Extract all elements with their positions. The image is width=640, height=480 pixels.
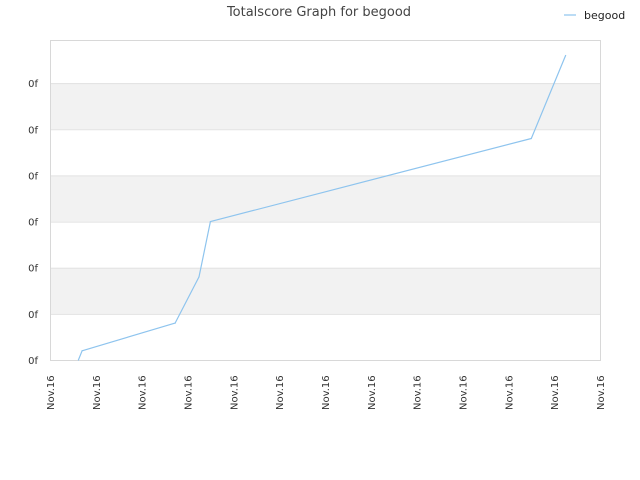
data-point bbox=[174, 322, 176, 324]
x-tick-label: Nov.16 bbox=[138, 375, 149, 410]
x-tick-label: Nov.16 bbox=[413, 375, 424, 410]
y-tick-label: 0f bbox=[28, 264, 38, 275]
plot-band bbox=[50, 83, 600, 130]
x-tick-label: Nov.16 bbox=[275, 375, 286, 410]
data-point bbox=[565, 54, 567, 57]
data-point bbox=[198, 276, 200, 278]
y-tick-label: 0f bbox=[28, 171, 38, 182]
x-tick-label: Nov.16 bbox=[321, 375, 332, 410]
y-tick-label: 0f bbox=[28, 79, 38, 90]
plot-border bbox=[50, 40, 601, 361]
x-tick-label: Nov.16 bbox=[367, 375, 378, 410]
legend-label: begood bbox=[584, 9, 625, 22]
x-tick-label: Nov.16 bbox=[92, 375, 103, 410]
y-axis-ticks: 0f 0f 0f 0f 0f 0f 0f bbox=[28, 79, 38, 367]
y-tick-label: 0f bbox=[28, 310, 38, 321]
legend: begood bbox=[564, 9, 625, 22]
chart-title: Totalscore Graph for begood bbox=[226, 5, 411, 20]
y-tick-label: 0f bbox=[28, 218, 38, 229]
y-tick-label: 0f bbox=[28, 125, 38, 136]
x-axis-ticks: Nov.16 Nov.16 Nov.16 Nov.16 Nov.16 Nov.16 Nov.… bbox=[46, 375, 607, 410]
data-point bbox=[530, 137, 532, 140]
x-tick-label: Nov.16 bbox=[504, 375, 515, 410]
plot-band bbox=[50, 129, 600, 176]
x-tick-label: Nov.16 bbox=[46, 375, 57, 410]
x-tick-label: Nov.16 bbox=[184, 375, 195, 410]
x-tick-label: Nov.16 bbox=[596, 375, 607, 410]
plot-band bbox=[50, 313, 600, 360]
plot-band bbox=[50, 40, 600, 84]
data-point bbox=[77, 359, 80, 361]
x-tick-label: Nov.16 bbox=[459, 375, 470, 410]
plot-background bbox=[50, 40, 600, 360]
data-point bbox=[81, 350, 83, 352]
x-tick-label: Nov.16 bbox=[229, 375, 240, 410]
x-tick-label: Nov.16 bbox=[550, 375, 561, 410]
plot-band bbox=[50, 175, 600, 222]
data-point bbox=[209, 220, 212, 223]
series-layer bbox=[77, 54, 567, 361]
y-tick-label: 0f bbox=[28, 356, 38, 367]
plot-band bbox=[50, 267, 600, 314]
plot-band bbox=[50, 221, 600, 268]
